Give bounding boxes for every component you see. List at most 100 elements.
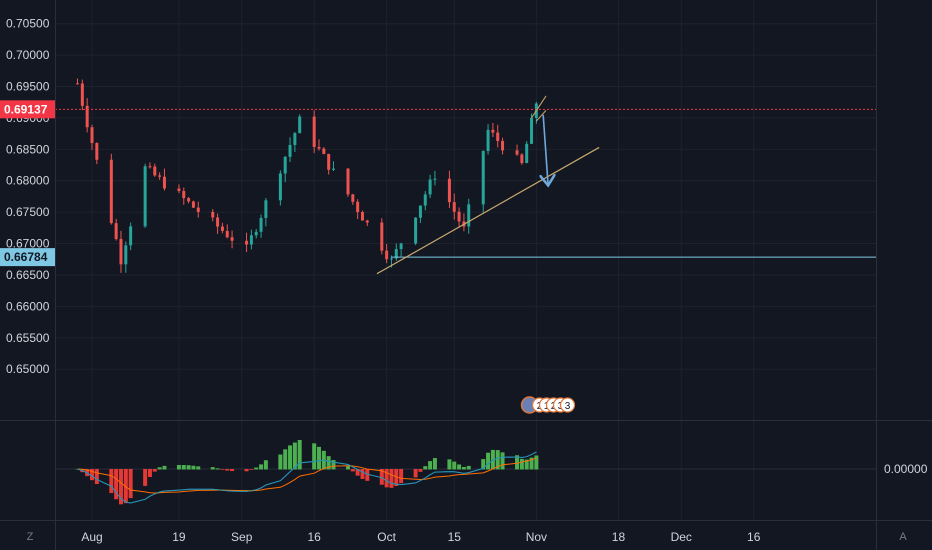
overlays <box>55 95 876 275</box>
candle-body <box>143 166 147 227</box>
macd-histogram-bar <box>157 467 162 470</box>
candle-body <box>254 231 258 236</box>
macd-histogram-bar <box>452 461 457 470</box>
zoom-button[interactable]: Z <box>26 531 34 543</box>
candles <box>76 78 538 273</box>
candle-body <box>452 202 456 212</box>
candle-body <box>288 144 292 157</box>
candle-body <box>433 178 437 180</box>
candle-body <box>457 211 461 222</box>
macd-histogram-bar <box>118 469 123 505</box>
price-label-box <box>0 248 55 267</box>
macd-histogram-bar <box>254 467 259 470</box>
candle-body <box>520 154 524 164</box>
event-badge <box>559 397 576 413</box>
candle-body <box>385 250 389 260</box>
candle-body <box>428 179 432 195</box>
candle-body <box>481 151 485 205</box>
macd-histogram-bar <box>109 469 114 494</box>
candle-body <box>153 166 157 176</box>
candle-body <box>525 143 529 164</box>
price-tick-label: 0.68000 <box>6 174 50 188</box>
candle-body <box>283 156 287 174</box>
macd-histogram-bar <box>297 439 302 470</box>
macd-histogram-bar <box>181 465 186 470</box>
date-tick-label: 18 <box>612 530 626 544</box>
macd-histogram-bar <box>143 469 148 486</box>
candle-body <box>467 204 471 227</box>
macd-histogram-bar <box>399 469 404 484</box>
macd-histogram-bar <box>263 460 268 470</box>
signal-line <box>77 457 537 494</box>
candle-body <box>158 175 162 177</box>
macd-histogram-bar <box>379 469 384 485</box>
candle-body <box>418 205 422 218</box>
candle-body <box>351 194 355 202</box>
price-tick-label: 0.65000 <box>6 362 50 376</box>
macd-histogram-bar <box>244 469 249 472</box>
macd-histogram-bar <box>210 467 215 470</box>
price-tick-label: 0.70000 <box>6 48 50 62</box>
candle-body <box>496 132 500 141</box>
candle-body <box>148 166 152 168</box>
trend-line <box>376 146 600 275</box>
date-tick-label: Nov <box>526 530 547 544</box>
price-tick-label: 0.69500 <box>6 80 50 94</box>
macd-histogram-bar <box>529 457 534 470</box>
candle-body <box>187 198 191 202</box>
price-label-box <box>0 100 55 119</box>
macd-histogram-bar <box>123 469 128 504</box>
macd-histogram-bar <box>317 446 322 470</box>
candle-body <box>177 188 181 192</box>
date-tick-label: 16 <box>747 530 761 544</box>
date-tick-label: 19 <box>172 530 186 544</box>
candle-body <box>129 226 133 246</box>
macd-histogram-bar <box>500 452 505 470</box>
candle-body <box>312 116 316 147</box>
macd-histogram-bar <box>447 459 452 470</box>
event-badge-label: 3 <box>565 401 571 412</box>
date-tick-label: Dec <box>671 530 692 544</box>
candle-body <box>327 153 331 170</box>
candle-body <box>389 258 393 260</box>
macd-histogram-bar <box>196 466 201 470</box>
candle-body <box>447 178 451 203</box>
macd-histogram-bar <box>423 466 428 470</box>
macd-line-overlay <box>77 451 537 504</box>
macd-histogram-bar <box>176 464 181 470</box>
price-tick-label: 0.67000 <box>6 237 50 251</box>
auto-scale-button[interactable]: A <box>899 531 907 543</box>
macd-histogram-bar <box>220 469 225 470</box>
macd-histogram-bar <box>413 469 418 478</box>
candle-body <box>245 240 249 245</box>
macd-histogram-bar <box>389 469 394 488</box>
macd-histogram-bar <box>147 469 152 478</box>
macd-histogram-bar <box>114 469 119 500</box>
candle-body <box>380 222 384 251</box>
candle-body <box>346 168 350 195</box>
macd-histogram-bar <box>152 469 157 472</box>
candle-body <box>230 237 234 241</box>
candle-body <box>196 207 200 212</box>
macd-histogram-bar <box>519 458 524 470</box>
candle-body <box>322 148 326 154</box>
macd-histogram-bar <box>384 469 389 488</box>
projection-arrow <box>543 114 548 184</box>
date-tick-label: 15 <box>448 530 462 544</box>
candle-body <box>211 211 215 218</box>
macd-histogram-bar <box>394 469 399 487</box>
candle-body <box>394 249 398 259</box>
candle-body <box>515 150 519 155</box>
candle-body <box>114 223 118 240</box>
macd-histogram-bar <box>90 469 94 481</box>
date-tick-label: 16 <box>308 530 322 544</box>
candle-body <box>182 191 186 199</box>
macd-histogram-bar <box>534 455 539 470</box>
macd-histogram-bar <box>461 466 466 470</box>
candle-body <box>90 127 94 144</box>
macd-pane <box>55 439 876 505</box>
macd-histogram-bar <box>326 456 331 470</box>
candle-body <box>225 230 229 238</box>
